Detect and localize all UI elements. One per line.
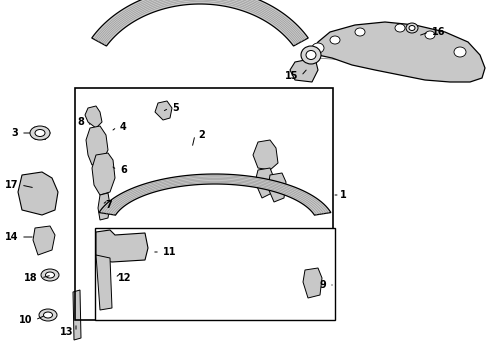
Text: 3: 3 bbox=[11, 128, 18, 138]
Ellipse shape bbox=[453, 47, 465, 57]
Polygon shape bbox=[86, 126, 108, 165]
Ellipse shape bbox=[43, 312, 52, 318]
Text: 2: 2 bbox=[198, 130, 204, 140]
Ellipse shape bbox=[305, 50, 315, 59]
Text: 4: 4 bbox=[120, 122, 126, 132]
Ellipse shape bbox=[301, 46, 320, 64]
Text: 7: 7 bbox=[105, 200, 112, 210]
Ellipse shape bbox=[311, 43, 324, 53]
Polygon shape bbox=[303, 268, 321, 298]
Text: 6: 6 bbox=[120, 165, 126, 175]
Text: 10: 10 bbox=[19, 315, 32, 325]
Ellipse shape bbox=[354, 28, 364, 36]
Text: 17: 17 bbox=[4, 180, 18, 190]
Text: 5: 5 bbox=[172, 103, 179, 113]
Ellipse shape bbox=[394, 24, 404, 32]
Ellipse shape bbox=[30, 126, 50, 140]
Text: 8: 8 bbox=[77, 117, 84, 127]
Polygon shape bbox=[98, 193, 110, 220]
Text: 12: 12 bbox=[118, 273, 131, 283]
Polygon shape bbox=[99, 174, 330, 215]
Ellipse shape bbox=[329, 36, 339, 44]
Polygon shape bbox=[305, 22, 484, 82]
Polygon shape bbox=[252, 140, 278, 170]
Text: 16: 16 bbox=[431, 27, 445, 37]
Polygon shape bbox=[267, 173, 285, 202]
Polygon shape bbox=[92, 0, 307, 46]
Ellipse shape bbox=[424, 31, 434, 39]
Polygon shape bbox=[33, 226, 55, 255]
Ellipse shape bbox=[405, 23, 417, 33]
Polygon shape bbox=[155, 101, 172, 120]
Ellipse shape bbox=[39, 309, 57, 321]
Bar bbox=[75, 88, 332, 320]
Ellipse shape bbox=[41, 269, 59, 281]
Polygon shape bbox=[18, 172, 58, 215]
Polygon shape bbox=[73, 290, 81, 340]
Ellipse shape bbox=[35, 130, 45, 136]
Text: 11: 11 bbox=[163, 247, 176, 257]
Text: 1: 1 bbox=[339, 190, 346, 200]
Ellipse shape bbox=[408, 26, 414, 31]
Bar bbox=[95, 228, 334, 320]
Text: 13: 13 bbox=[60, 327, 73, 337]
Text: 15: 15 bbox=[284, 71, 297, 81]
Polygon shape bbox=[289, 58, 317, 82]
Polygon shape bbox=[254, 168, 273, 198]
Text: 9: 9 bbox=[319, 280, 325, 290]
Text: 18: 18 bbox=[24, 273, 38, 283]
Polygon shape bbox=[92, 153, 115, 195]
Text: 14: 14 bbox=[4, 232, 18, 242]
Ellipse shape bbox=[45, 272, 54, 278]
Polygon shape bbox=[85, 106, 102, 128]
Polygon shape bbox=[96, 230, 148, 262]
Polygon shape bbox=[96, 255, 112, 310]
